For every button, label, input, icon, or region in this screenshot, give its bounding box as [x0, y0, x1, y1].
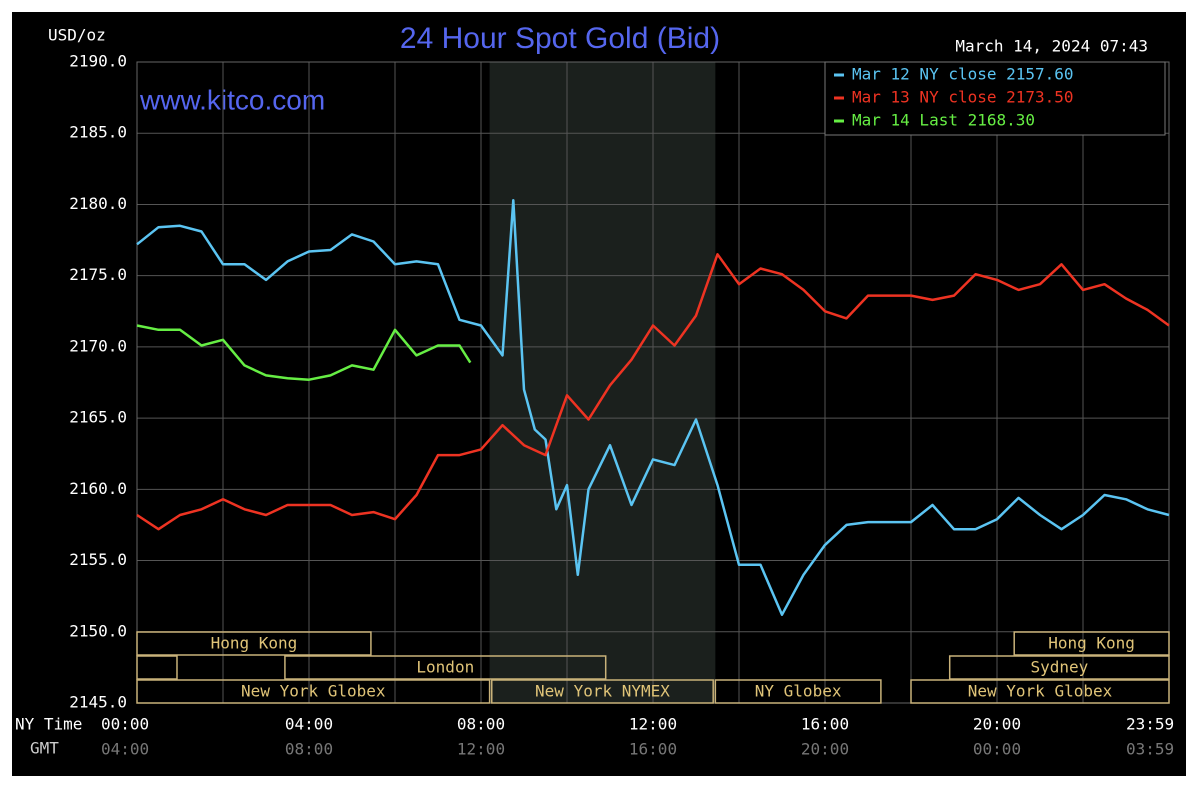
- session-label: Hong Kong: [211, 634, 298, 653]
- series-line: [136, 324, 472, 381]
- x-tick-label: 00:00: [101, 715, 149, 734]
- session-box: [491, 679, 714, 704]
- x2-tick-label: 04:00: [101, 740, 149, 759]
- y-tick-label: 2145.0: [69, 693, 127, 712]
- session-label: New York NYMEX: [535, 682, 670, 701]
- y-tick-label: 2160.0: [69, 479, 127, 498]
- shaded-session: [489, 62, 716, 703]
- session-box: [284, 655, 607, 680]
- series-line: [136, 198, 1170, 616]
- legend-label: Mar 14 Last 2168.30: [852, 111, 1035, 130]
- y-tick-label: 2175.0: [69, 265, 127, 284]
- y-tick-label: 2190.0: [69, 52, 127, 71]
- x-tick-label: 16:00: [801, 715, 849, 734]
- series-line: [136, 253, 1170, 531]
- session-box: [910, 679, 1170, 704]
- x-tick-label: 12:00: [629, 715, 677, 734]
- x2-axis-label: GMT: [30, 739, 59, 758]
- legend-box: [824, 61, 1166, 136]
- session-label: NY Globex: [755, 682, 842, 701]
- x2-tick-label: 08:00: [285, 740, 333, 759]
- y-axis-label: USD/oz: [48, 26, 106, 45]
- chart-title: 24 Hour Spot Gold (Bid): [400, 22, 720, 55]
- x-tick-label: 20:00: [973, 715, 1021, 734]
- session-box: [714, 679, 882, 704]
- date: March 14, 2024 07:43: [955, 37, 1148, 56]
- legend-label: Mar 13 NY close 2173.50: [852, 88, 1074, 107]
- session-label: New York Globex: [968, 682, 1113, 701]
- y-tick-label: 2170.0: [69, 336, 127, 355]
- x2-tick-label: 00:00: [973, 740, 1021, 759]
- x-tick-label: 08:00: [457, 715, 505, 734]
- x2-tick-label: 16:00: [629, 740, 677, 759]
- x-tick-label: 04:00: [285, 715, 333, 734]
- session-label: New York Globex: [241, 682, 386, 701]
- session-box: [1013, 631, 1170, 656]
- legend-label: Mar 12 NY close 2157.60: [852, 65, 1074, 84]
- x-axis-label: NY Time: [15, 715, 82, 734]
- session-label: Hong Kong: [1048, 634, 1135, 653]
- session-box: [136, 655, 178, 680]
- session-label: Sydney: [1030, 658, 1088, 677]
- x-tick-label: 23:59: [1126, 715, 1174, 734]
- session-box: [136, 679, 491, 704]
- y-tick-label: 2165.0: [69, 408, 127, 427]
- x2-tick-label: 20:00: [801, 740, 849, 759]
- session-box: [948, 655, 1170, 680]
- y-tick-label: 2180.0: [69, 194, 127, 213]
- x2-tick-label: 03:59: [1126, 740, 1174, 759]
- y-tick-label: 2185.0: [69, 123, 127, 142]
- y-tick-label: 2155.0: [69, 550, 127, 569]
- y-tick-label: 2150.0: [69, 621, 127, 640]
- session-label: London: [416, 658, 474, 677]
- session-box: [136, 631, 372, 656]
- x2-tick-label: 12:00: [457, 740, 505, 759]
- watermark: www.kitco.com: [139, 84, 325, 115]
